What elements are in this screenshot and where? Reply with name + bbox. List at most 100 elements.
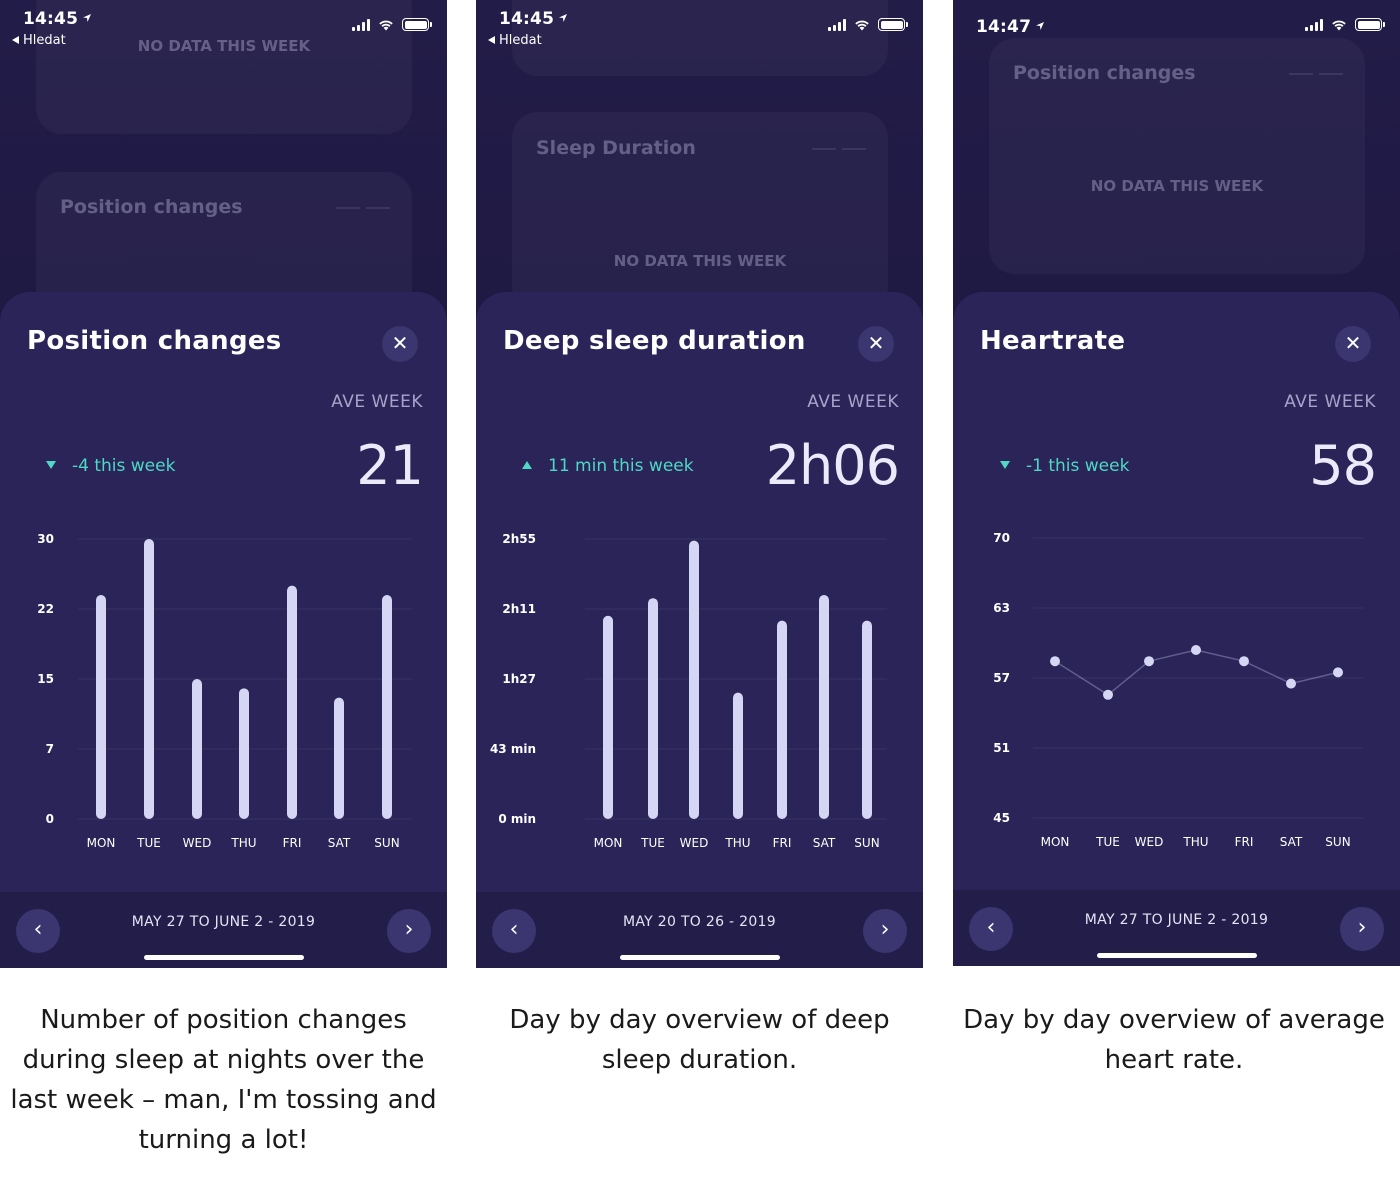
x-tick-label: SUN [374, 836, 399, 850]
y-tick-label: 63 [993, 601, 1010, 615]
bar [287, 585, 297, 819]
next-week-button[interactable]: › [387, 909, 431, 953]
ave-week-value: 2h06 [765, 434, 900, 497]
y-tick-label: 7 [46, 742, 54, 756]
y-tick-label: 0 [46, 812, 54, 826]
ave-week-value: 21 [356, 434, 424, 497]
background-card-position-changes: Position changes NO DATA THIS WEEK [989, 38, 1365, 274]
x-tick-label: MON [87, 836, 116, 850]
back-label: Hledat [23, 33, 66, 48]
y-tick-label: 57 [993, 671, 1010, 685]
back-to-search-link[interactable]: Hledat [12, 33, 66, 48]
y-tick-label: 15 [37, 672, 54, 686]
no-data-label: NO DATA THIS WEEK [137, 37, 311, 55]
bar [862, 620, 872, 819]
background-card-title: Position changes [1013, 62, 1196, 84]
x-tick-label: MON [594, 836, 623, 850]
location-arrow-icon [1036, 22, 1045, 30]
home-indicator[interactable] [619, 955, 780, 960]
bar [144, 539, 154, 819]
y-tick-label: 45 [993, 811, 1010, 825]
close-button[interactable]: ✕ [858, 326, 894, 362]
x-tick-label: THU [1182, 835, 1208, 849]
bar [648, 598, 658, 819]
bar [192, 679, 202, 819]
sheet-title: Position changes [27, 326, 282, 356]
y-tick-label: 43 min [490, 742, 536, 756]
background-card-sleep-duration: Sleep Duration NO DATA THIS WEEK [512, 112, 888, 312]
next-week-button[interactable]: › [863, 909, 907, 953]
weekly-change: 11 min this week [522, 456, 694, 476]
home-indicator[interactable] [143, 955, 304, 960]
bar [382, 595, 392, 819]
weekly-change-text: -4 this week [72, 456, 176, 476]
status-icons [352, 18, 432, 31]
bar [334, 697, 344, 819]
wifi-icon [1332, 20, 1346, 30]
status-icons [828, 18, 908, 31]
bar [96, 595, 106, 819]
x-tick-label: TUE [136, 836, 161, 850]
close-button[interactable]: ✕ [1335, 326, 1371, 362]
down-triangle-icon [46, 461, 56, 469]
data-point [1144, 656, 1154, 667]
previous-week-button[interactable]: ‹ [16, 909, 60, 953]
y-tick-label: 1h27 [502, 672, 536, 686]
back-triangle-icon [12, 36, 19, 44]
data-point [1050, 656, 1060, 667]
date-range: MAY 27 TO JUNE 2 - 2019 [1084, 912, 1269, 928]
x-tick-label: FRI [773, 836, 792, 850]
x-tick-label: MON [1041, 835, 1070, 849]
position-changes-bar-chart: 0 7 15 22 30 MON TUE WED THU FRI SAT SUN [37, 532, 412, 850]
background-card-title: Sleep Duration [536, 137, 696, 159]
back-to-search-link[interactable]: Hledat [488, 33, 542, 48]
y-tick-label: 2h55 [502, 532, 536, 546]
weekly-change: -1 this week [1000, 456, 1129, 476]
previous-week-button[interactable]: ‹ [969, 907, 1013, 951]
deep-sleep-bar-chart: 0 min 43 min 1h27 2h11 2h55 MON TUE WED THU FRI SA… [490, 532, 887, 850]
week-navigator: ‹ MAY 20 TO 26 - 2019 › [476, 892, 923, 968]
y-tick-label: 51 [993, 741, 1010, 755]
detail-sheet: Heartrate ✕ AVE WEEK -1 this week 58 45 5… [953, 292, 1400, 966]
data-point [1239, 656, 1249, 667]
battery-icon [1355, 18, 1385, 31]
x-tick-label: SAT [1280, 835, 1303, 849]
battery-icon [402, 18, 432, 31]
battery-icon [878, 18, 908, 31]
cell-signal-icon [352, 18, 370, 31]
back-triangle-icon [488, 36, 495, 44]
detail-sheet: Position changes ✕ AVE WEEK -4 this week… [0, 292, 447, 968]
previous-week-button[interactable]: ‹ [492, 909, 536, 953]
sheet-title: Deep sleep duration [503, 326, 806, 356]
caption-position-changes: Number of position changes during sleep … [10, 1005, 437, 1155]
week-navigator: ‹ MAY 27 TO JUNE 2 - 2019 › [953, 890, 1400, 966]
date-range: MAY 20 TO 26 - 2019 [623, 914, 776, 930]
x-tick-label: WED [1135, 835, 1164, 849]
close-button[interactable]: ✕ [382, 326, 418, 362]
y-tick-label: 2h11 [502, 602, 536, 616]
heartrate-line-chart: 45 51 57 63 70 MON TUE WED THU FRI SAT SUN [993, 531, 1363, 849]
x-tick-label: FRI [1235, 835, 1254, 849]
cell-signal-icon [828, 18, 846, 31]
series-line [1054, 649, 1339, 696]
no-data-label: NO DATA THIS WEEK [613, 252, 787, 270]
y-tick-label: 30 [37, 532, 54, 546]
background-card: NO DATA THIS WEEK [36, 0, 412, 134]
ave-week-label: AVE WEEK [807, 392, 899, 412]
ave-week-label: AVE WEEK [331, 392, 423, 412]
ave-week-label: AVE WEEK [1284, 392, 1376, 412]
background-card-title: Position changes [60, 196, 243, 218]
phone-screen-position-changes: 14:45 Hledat NO DATA THIS WEEK Position … [0, 0, 447, 968]
detail-sheet: Deep sleep duration ✕ AVE WEEK 11 min th… [476, 292, 923, 968]
data-point [1191, 645, 1201, 655]
bar [689, 540, 699, 819]
x-tick-label: SUN [854, 836, 879, 850]
bar [777, 620, 787, 819]
x-tick-label: THU [724, 836, 750, 850]
x-tick-label: WED [183, 836, 212, 850]
next-week-button[interactable]: › [1340, 907, 1384, 951]
home-indicator[interactable] [1096, 953, 1257, 958]
bar [603, 615, 613, 819]
location-arrow-icon [83, 14, 92, 22]
status-time: 14:47 [976, 17, 1045, 37]
